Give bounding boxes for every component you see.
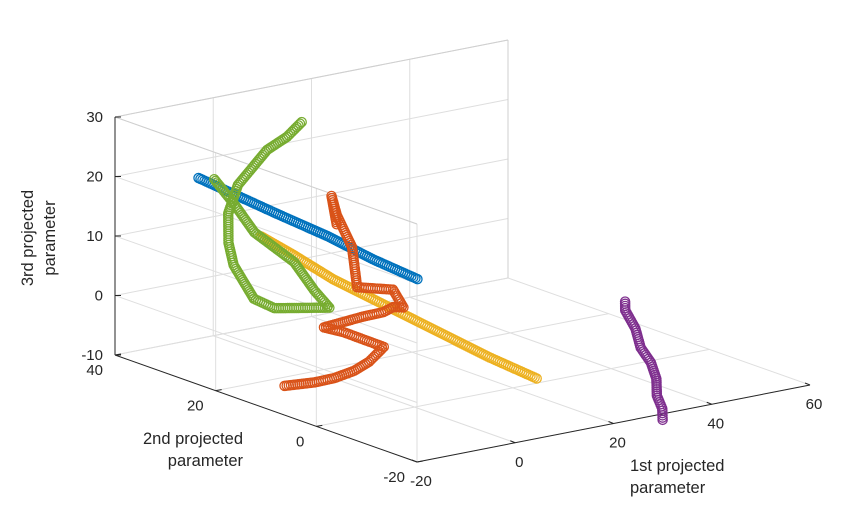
x-tick-mark — [510, 440, 516, 444]
axis-layer — [114, 116, 811, 463]
data-point — [300, 272, 311, 284]
data-point — [289, 256, 300, 268]
series-3 — [208, 116, 335, 314]
data-point — [412, 273, 423, 285]
y-tick-label: -20 — [383, 469, 405, 486]
data-point — [245, 221, 256, 233]
data-point — [244, 220, 255, 231]
data-point — [235, 207, 246, 219]
data-point — [302, 276, 314, 287]
data-point — [261, 236, 272, 247]
data-point — [331, 219, 342, 230]
x-tick-label: 40 — [707, 415, 724, 432]
data-point — [254, 231, 265, 242]
y-axis-title: 2nd projected parameter — [143, 430, 244, 470]
series-5 — [619, 296, 668, 426]
data-point — [299, 271, 310, 282]
box-edge — [114, 39, 509, 118]
x-tick-mark — [804, 382, 811, 386]
y-tick-label: 40 — [86, 362, 103, 379]
data-layer — [193, 116, 668, 426]
gridline-z-back — [114, 235, 418, 344]
data-point — [293, 120, 304, 131]
x-tick-label: 60 — [806, 396, 823, 413]
data-point — [256, 232, 267, 243]
x-tick-label: 0 — [515, 454, 523, 471]
gridline-x-floor — [213, 335, 516, 444]
z-axis-title: 3rd projected parameter — [19, 190, 59, 286]
data-point — [237, 211, 249, 222]
data-point — [240, 214, 251, 226]
data-point — [278, 249, 290, 260]
data-point — [294, 118, 306, 129]
data-point — [295, 265, 306, 277]
data-point — [280, 250, 291, 261]
data-point — [305, 279, 316, 291]
x-axis-title: 1st projected parameter — [630, 457, 724, 497]
y-tick-mark — [416, 460, 424, 463]
data-point — [273, 245, 284, 256]
x-tick-mark — [706, 401, 712, 405]
data-point — [268, 241, 279, 252]
gridline-x-floor — [409, 296, 712, 405]
x-tick-mark — [411, 459, 418, 463]
data-point — [297, 269, 309, 280]
data-point — [275, 246, 286, 258]
data-point — [239, 213, 250, 224]
data-point — [257, 233, 269, 245]
data-point — [249, 227, 260, 238]
y-tick-label: 0 — [296, 433, 304, 450]
data-point — [271, 243, 283, 255]
data-point — [290, 258, 301, 270]
gridline-z-back — [114, 295, 418, 403]
z-tick-label: 0 — [95, 288, 103, 305]
data-point — [234, 205, 245, 217]
x-tick-mark — [608, 421, 614, 424]
z-tick-label: 10 — [86, 228, 103, 245]
data-point — [241, 216, 253, 228]
data-point — [276, 247, 288, 259]
data-point — [619, 296, 631, 307]
gridline-z-back — [114, 176, 418, 284]
data-point — [375, 344, 386, 356]
y-tick-label: 20 — [187, 398, 204, 415]
z-tick-label: 20 — [86, 169, 103, 186]
data-point — [296, 116, 307, 128]
x-tick-label: -20 — [410, 473, 432, 490]
x-tick-label: 20 — [609, 435, 626, 452]
data-point — [236, 209, 248, 221]
data-point — [252, 229, 264, 241]
z-tick-label: -10 — [81, 347, 103, 364]
data-point — [292, 262, 304, 273]
data-point — [301, 274, 313, 286]
data-point — [262, 237, 274, 249]
y-tick-mark — [316, 424, 323, 427]
data-point — [291, 260, 303, 271]
gridline-x-floor — [507, 277, 811, 386]
box-edge — [114, 116, 418, 225]
data-point — [294, 264, 305, 275]
series-4 — [279, 190, 409, 392]
data-point — [269, 242, 281, 254]
data-point — [304, 278, 315, 289]
data-point — [242, 218, 254, 229]
y-tick-mark — [215, 389, 222, 392]
data-point — [386, 302, 397, 314]
data-point — [250, 228, 262, 239]
grid-layer — [114, 39, 811, 463]
data-point — [282, 251, 293, 263]
data-point — [296, 267, 308, 279]
data-point — [266, 240, 277, 251]
data-point — [531, 373, 542, 384]
data-point — [264, 238, 276, 250]
z-tick-label: 30 — [86, 109, 103, 126]
data-point — [259, 234, 271, 246]
data-point — [283, 253, 295, 264]
y-axis-line — [114, 354, 418, 463]
